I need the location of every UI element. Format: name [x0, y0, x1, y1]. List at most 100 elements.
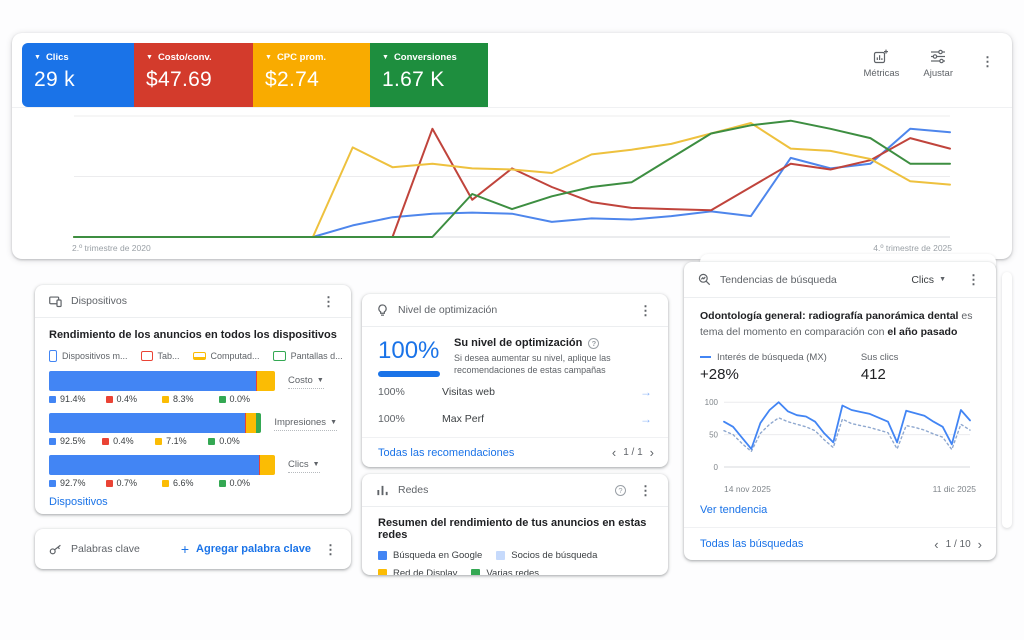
- legend-multiple-networks: Varias redes: [471, 568, 539, 575]
- stat-value: +28%: [700, 365, 739, 383]
- performance-line-chart: [73, 115, 951, 238]
- networks-kebab-menu[interactable]: ⋮: [639, 482, 652, 498]
- your-clicks-stat: Sus clics 412: [861, 352, 898, 383]
- trends-footer: Todas las búsquedas ‹ 1 / 10 ›: [684, 527, 996, 560]
- legend-chip: [49, 395, 56, 403]
- legend-chip: [155, 437, 163, 445]
- page-indicator: 1 / 10: [945, 538, 971, 550]
- arrow-right-icon[interactable]: →: [640, 385, 652, 399]
- chevron-left-icon[interactable]: ‹: [934, 536, 939, 552]
- legend-chip: [102, 437, 110, 445]
- legend-tv-screens[interactable]: Pantallas d...: [272, 351, 343, 361]
- legend-label: Socios de búsqueda: [511, 550, 598, 561]
- metric-dropdown-clicks[interactable]: Clics ▼: [288, 459, 320, 473]
- recommendation-pct: 100%: [378, 413, 405, 425]
- legend-tablets[interactable]: Tab...: [140, 351, 180, 361]
- metric-card-conversions[interactable]: ▼ Conversiones 1.67 K: [370, 43, 488, 107]
- keywords-card: Palabras clave + Agregar palabra clave ⋮: [35, 529, 351, 569]
- trends-kebab-menu[interactable]: ⋮: [967, 272, 980, 287]
- recommendation-row-max-perf[interactable]: 100% Max Perf →: [362, 407, 668, 431]
- chart-x-axis: 2.º trimestre de 2020 4.º trimestre de 2…: [72, 243, 952, 253]
- metric-card-cost-per-conv[interactable]: ▼ Costo/conv. $47.69: [134, 43, 253, 107]
- bar-stats: 91.4% 0.4% 8.3% 0.0%: [49, 394, 275, 404]
- stat-value: 0.4%: [113, 436, 134, 446]
- chevron-right-icon[interactable]: ›: [649, 445, 654, 460]
- legend-chip: [496, 551, 506, 560]
- metric-card-avg-cpc[interactable]: ▼ CPC prom. $2.74: [253, 43, 370, 107]
- networks-card: Redes ? ⋮ Resumen del rendimiento de tus…: [362, 474, 668, 575]
- all-searches-link[interactable]: Todas las búsquedas: [700, 538, 804, 550]
- networks-card-title: Redes: [398, 484, 429, 496]
- networks-card-header: Redes ? ⋮: [362, 474, 668, 507]
- adjust-button-label: Ajustar: [923, 68, 953, 79]
- legend-mobile-devices[interactable]: Dispositivos m...: [49, 350, 128, 362]
- help-icon[interactable]: ?: [588, 337, 600, 349]
- stat-value: 0.7%: [116, 478, 138, 488]
- trends-topic: Odontología general: radiografía panorám…: [700, 310, 959, 322]
- x-axis-start-label: 2.º trimestre de 2020: [72, 243, 151, 253]
- stacked-bar: [49, 455, 275, 475]
- stat-value: 0.0%: [219, 436, 240, 446]
- legend-chip: [162, 395, 169, 403]
- legend-computers[interactable]: Computad...: [192, 351, 260, 361]
- metrics-button[interactable]: Métricas: [864, 49, 899, 79]
- trends-x-axis: 14 nov 2025 11 dic 2025: [700, 484, 980, 494]
- stat-value: 92.7%: [60, 478, 86, 488]
- caret-down-icon: ▼: [382, 54, 389, 61]
- recommendation-label: Visitas web: [442, 386, 495, 398]
- devices-card: Dispositivos ⋮ Rendimiento de los anunci…: [35, 285, 351, 514]
- metric-dropdown-cost[interactable]: Costo ▼: [288, 375, 324, 389]
- device-row-impressions: 92.5% 0.4% 7.1% 0.0% Impresiones ▼: [49, 413, 337, 446]
- optimization-card-header: Nivel de optimización ⋮: [362, 294, 668, 327]
- arrow-right-icon[interactable]: →: [640, 412, 652, 426]
- chevron-left-icon[interactable]: ‹: [611, 445, 617, 460]
- legend-label: Tab...: [157, 351, 180, 361]
- performance-panel: ▼ Clics 29 k ▼ Costo/conv. $47.69 ▼ CPC pro…: [12, 33, 1012, 259]
- add-keyword-label: Agregar palabra clave: [196, 543, 311, 555]
- key-icon: [49, 544, 61, 554]
- optimization-kebab-menu[interactable]: ⋮: [639, 302, 652, 318]
- metric-value: 29 k: [34, 68, 75, 91]
- devices-kebab-menu[interactable]: ⋮: [322, 293, 335, 309]
- add-keyword-button[interactable]: + Agregar palabra clave: [181, 542, 311, 556]
- caret-down-icon: ▼: [265, 54, 272, 61]
- legend-google-search: Búsqueda en Google: [378, 550, 482, 561]
- trends-card-header: Tendencias de búsqueda Clics ▼ ⋮: [684, 262, 996, 298]
- svg-text:100: 100: [705, 398, 719, 407]
- plus-icon: +: [180, 541, 190, 557]
- legend-chip: [49, 479, 56, 487]
- recommendation-row-web-visits[interactable]: 100% Visitas web →: [362, 380, 668, 404]
- device-row-clicks: 92.7% 0.7% 6.6% 0.0% Clics ▼: [49, 455, 337, 488]
- stat-label: Interés de búsqueda (MX): [717, 351, 827, 363]
- search-interest-stat: Interés de búsqueda (MX) +28%: [700, 352, 827, 383]
- caret-down-icon: ▼: [34, 54, 41, 61]
- legend-label: Red de Display: [393, 568, 458, 575]
- optimization-footer: Todas las recomendaciones ‹ 1 / 1 ›: [362, 437, 668, 467]
- metric-cards: ▼ Clics 29 k ▼ Costo/conv. $47.69 ▼ CPC pro…: [22, 43, 488, 107]
- trends-metric-dropdown[interactable]: Clics ▼: [911, 273, 946, 286]
- lightbulb-icon: [378, 303, 387, 316]
- adjust-button[interactable]: Ajustar: [923, 49, 953, 79]
- chevron-right-icon[interactable]: ›: [977, 536, 982, 552]
- panel-kebab-menu[interactable]: ⋮: [981, 54, 994, 69]
- page-indicator: 1 / 1: [623, 447, 643, 458]
- caret-down-icon: ▼: [312, 461, 320, 468]
- metric-value: $2.74: [265, 68, 320, 91]
- legend-chip: [218, 479, 226, 487]
- optimization-description: Si desea aumentar su nivel, aplique las …: [454, 353, 611, 376]
- tune-icon: [931, 49, 946, 64]
- legend-label: Búsqueda en Google: [393, 550, 483, 561]
- metric-dropdown-impressions[interactable]: Impresiones ▼: [274, 417, 337, 431]
- trends-stats: Interés de búsqueda (MX) +28% Sus clics …: [700, 352, 980, 383]
- metric-card-clicks[interactable]: ▼ Clics 29 k: [22, 43, 134, 107]
- line-legend-icon: [700, 356, 711, 358]
- legend-chip: [378, 569, 387, 575]
- view-trend-link[interactable]: Ver tendencia: [700, 503, 768, 516]
- help-icon[interactable]: ?: [615, 484, 626, 496]
- devices-link[interactable]: Dispositivos: [49, 496, 108, 508]
- keywords-kebab-menu[interactable]: ⋮: [324, 541, 337, 557]
- trends-line-chart: 0 50 100: [705, 398, 971, 472]
- all-recommendations-link[interactable]: Todas las recomendaciones: [378, 446, 515, 459]
- legend-label: Varias redes: [486, 568, 540, 575]
